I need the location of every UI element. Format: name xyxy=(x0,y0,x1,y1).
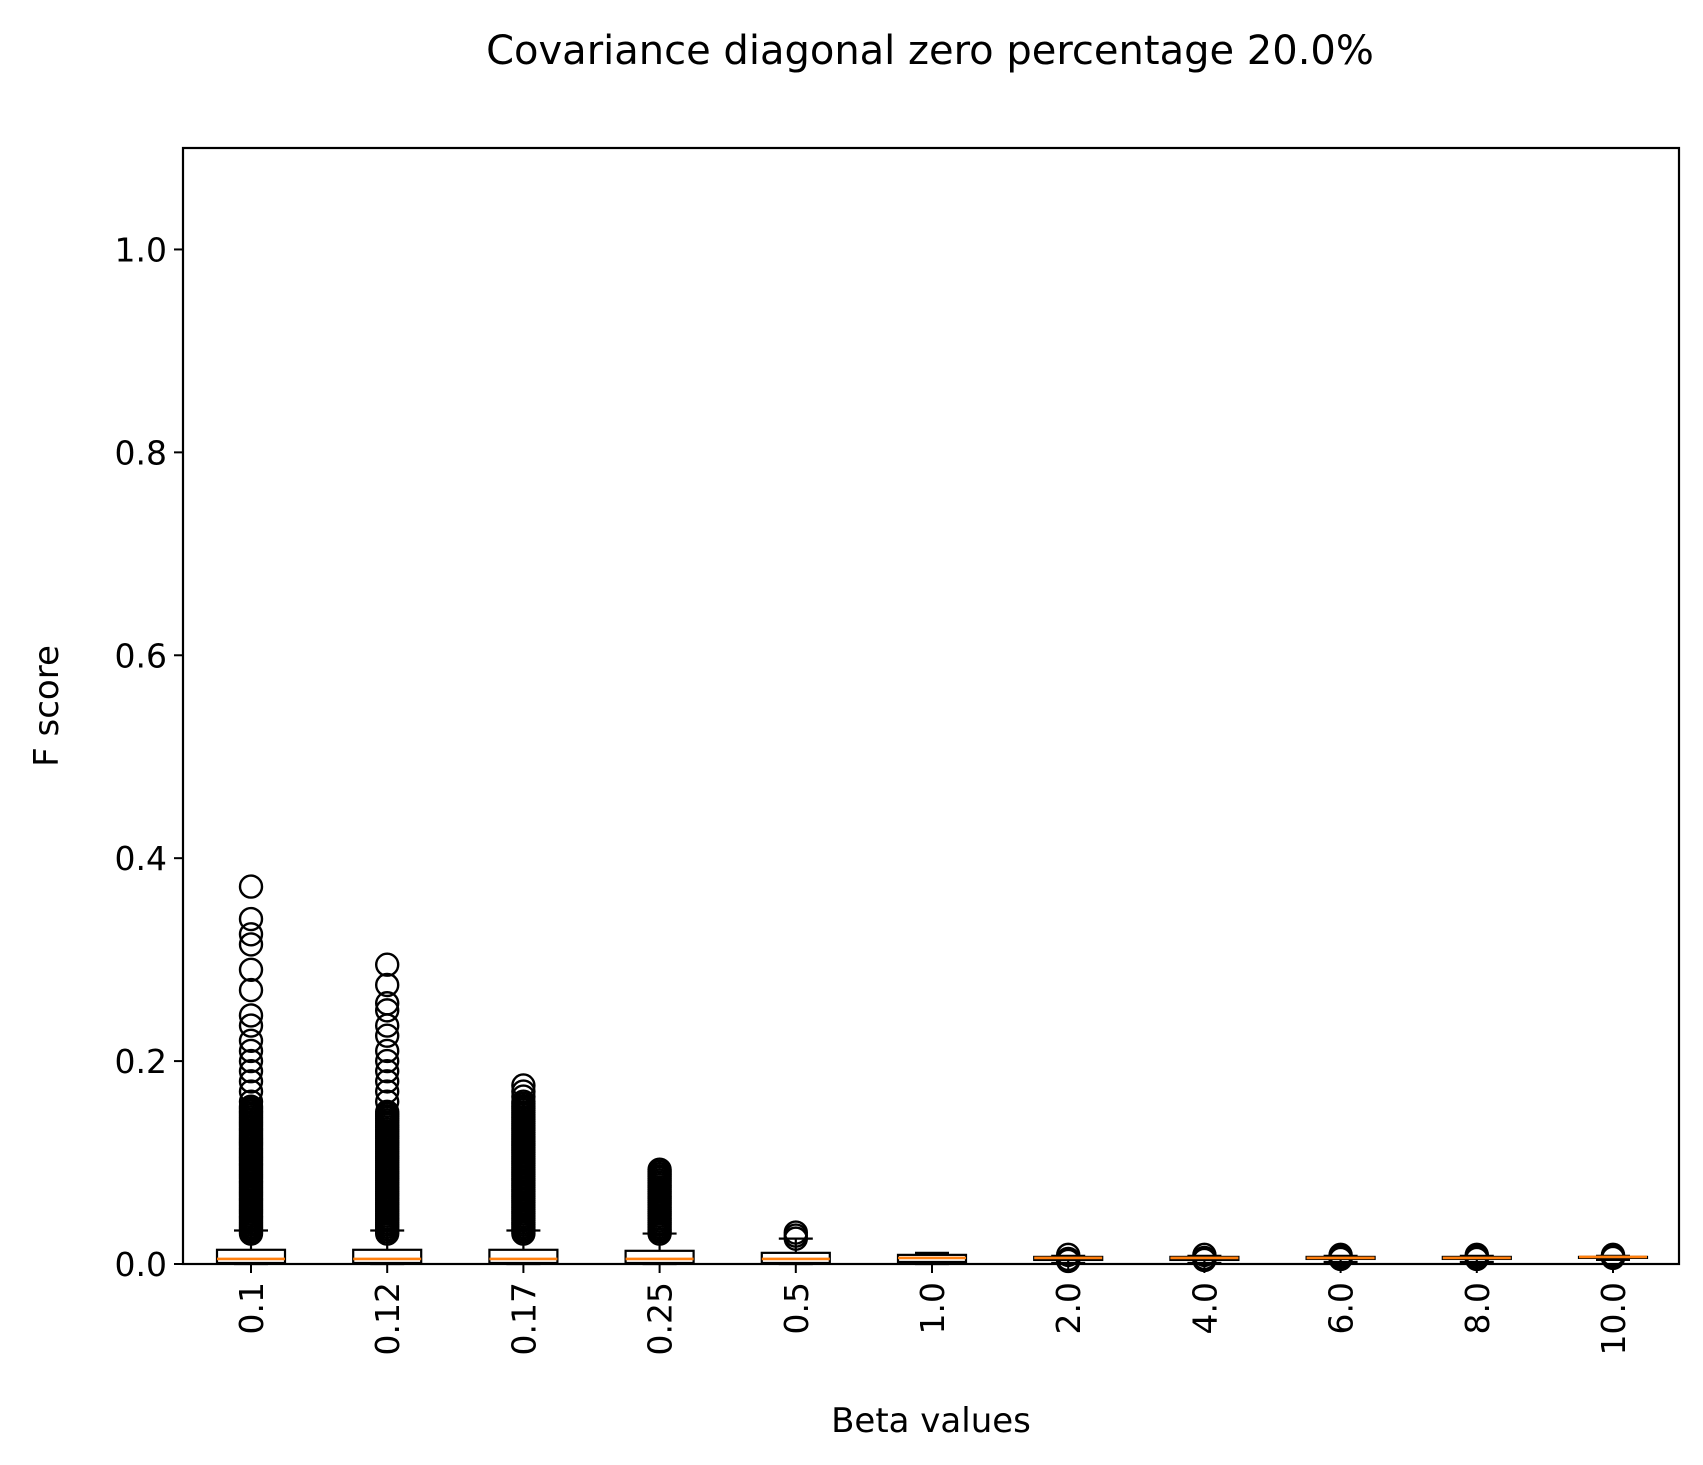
flier-point xyxy=(375,991,400,1016)
flier-point xyxy=(238,1013,264,1038)
box-group-2.0 xyxy=(1033,1242,1104,1274)
flier-point xyxy=(238,1079,264,1104)
flier-point xyxy=(238,1059,264,1084)
x-tick-label: 1.0 xyxy=(913,1282,952,1334)
flier-point xyxy=(238,874,264,899)
flier-point xyxy=(375,1089,400,1114)
flier-point xyxy=(375,972,400,998)
flier-point xyxy=(375,1079,400,1104)
y-tick-label: 1.0 xyxy=(115,230,167,269)
box-group-0.5 xyxy=(760,1220,831,1266)
flier-point xyxy=(647,1157,672,1182)
x-axis-label: Beta values xyxy=(831,1401,1031,1441)
box-body xyxy=(352,1248,423,1265)
x-tick-label: 8.0 xyxy=(1458,1282,1497,1334)
y-tick-label: 0.6 xyxy=(115,636,167,675)
fliers xyxy=(375,952,400,1246)
fliers xyxy=(783,1220,808,1251)
y-axis: 0.0 0.2 0.4 0.6 0.8 1.0 xyxy=(115,230,183,1284)
x-tick-label: 2.0 xyxy=(1049,1282,1088,1334)
flier-point xyxy=(375,952,400,977)
box-group-0.25 xyxy=(624,1157,695,1266)
flier-point xyxy=(238,1028,264,1054)
flier-point xyxy=(375,998,400,1023)
flier-point xyxy=(511,1079,536,1104)
x-tick-label: 0.1 xyxy=(232,1282,271,1334)
y-axis-label: F score xyxy=(27,645,67,767)
box-group-0.1 xyxy=(215,874,287,1266)
flier-point xyxy=(238,957,264,982)
flier-point xyxy=(375,1023,400,1048)
y-tick-label: 0.4 xyxy=(115,839,167,878)
y-tick-label: 0.2 xyxy=(115,1042,167,1081)
fliers xyxy=(238,874,264,1246)
y-tick-label: 0.8 xyxy=(115,433,167,472)
x-tick-label: 10.0 xyxy=(1594,1282,1633,1355)
x-tick-label: 0.17 xyxy=(504,1282,543,1355)
flier-point xyxy=(375,1099,400,1125)
plot-area xyxy=(215,874,1649,1274)
chart-title: Covariance diagonal zero percentage 20.0… xyxy=(486,28,1374,74)
flier-point xyxy=(375,1069,400,1094)
box-body xyxy=(215,1248,287,1265)
box-group-1.0 xyxy=(896,1251,968,1266)
box-body xyxy=(624,1249,695,1265)
box-group-0.17 xyxy=(488,1073,559,1266)
flier-point xyxy=(238,1038,264,1064)
flier-point xyxy=(238,932,264,957)
x-tick-label: 0.12 xyxy=(368,1282,407,1355)
flier-point xyxy=(375,1059,400,1084)
x-tick-label: 0.5 xyxy=(777,1282,816,1334)
flier-point xyxy=(375,1048,400,1074)
flier-point xyxy=(783,1220,808,1245)
axes-frame xyxy=(181,146,1681,1266)
box-body xyxy=(488,1248,559,1265)
flier-point xyxy=(375,1038,400,1064)
flier-point xyxy=(238,922,264,947)
box-group-0.12 xyxy=(352,952,423,1266)
x-tick-label: 6.0 xyxy=(1322,1282,1361,1334)
x-tick-label: 0.25 xyxy=(641,1282,680,1355)
fliers xyxy=(647,1157,672,1246)
flier-point xyxy=(238,977,264,1003)
flier-point xyxy=(238,1089,264,1114)
flier-point xyxy=(238,906,264,932)
flier-point xyxy=(238,1003,264,1028)
flier-point xyxy=(238,1069,264,1094)
flier-point xyxy=(511,1073,536,1098)
flier-point xyxy=(238,1048,264,1074)
x-axis: 0.1 0.12 0.17 0.25 0.5 1.0 2.0 4.0 6.0 8.0 10.0 xyxy=(232,1264,1633,1355)
x-tick-label: 4.0 xyxy=(1185,1282,1224,1334)
fliers xyxy=(511,1073,536,1246)
y-tick-label: 0.0 xyxy=(115,1245,167,1284)
